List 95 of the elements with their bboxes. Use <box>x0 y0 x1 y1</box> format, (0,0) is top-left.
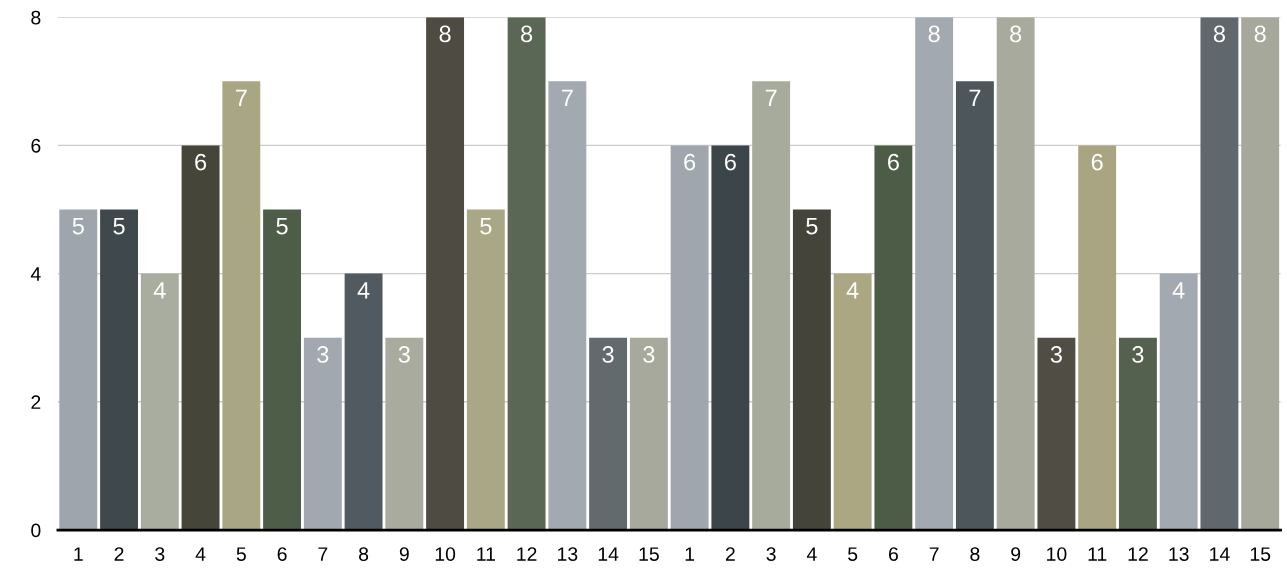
bar <box>344 273 383 531</box>
data-label: 4 <box>1172 282 1185 299</box>
data-label: 3 <box>1050 346 1062 363</box>
x-tick-label: 13 <box>558 547 578 561</box>
data-label: 3 <box>1132 346 1144 363</box>
x-tick-label: 1 <box>685 547 695 561</box>
bar <box>59 209 98 531</box>
data-label: 7 <box>969 89 981 107</box>
bar <box>1200 17 1239 531</box>
x-tick-label: 8 <box>359 547 369 561</box>
x-tick-label: 7 <box>929 547 939 561</box>
x-tick-label: 10 <box>1047 547 1067 561</box>
bar <box>915 17 954 531</box>
data-label: 6 <box>195 153 207 171</box>
x-tick-label: 14 <box>598 547 619 561</box>
bar <box>955 81 994 531</box>
bar <box>1241 17 1280 531</box>
bar <box>1037 337 1076 531</box>
x-tick-label: 9 <box>399 547 409 561</box>
x-tick-label: 8 <box>970 547 980 561</box>
x-tick-label: 7 <box>318 547 328 561</box>
bar <box>303 337 342 531</box>
bar <box>752 81 791 531</box>
x-tick-label: 15 <box>639 547 659 561</box>
bar <box>222 81 261 531</box>
data-label: 8 <box>1254 25 1266 43</box>
y-tick-label: 6 <box>31 138 41 153</box>
data-label: 8 <box>439 25 451 43</box>
bar <box>548 81 587 531</box>
x-tick-label: 6 <box>277 547 287 561</box>
y-tick-label: 0 <box>31 523 41 538</box>
bar <box>426 17 465 531</box>
data-label: 7 <box>765 89 777 107</box>
bar <box>140 273 179 531</box>
bar <box>100 209 138 531</box>
x-tick-label: 9 <box>1011 547 1021 561</box>
data-label: 8 <box>928 25 940 43</box>
data-label: 8 <box>521 25 533 43</box>
x-tick-label: 4 <box>195 547 206 561</box>
data-label: 6 <box>888 153 899 171</box>
x-tick-label: 5 <box>848 547 858 561</box>
data-label: 3 <box>317 346 329 363</box>
y-tick-label: 8 <box>31 10 41 25</box>
bar <box>181 145 220 531</box>
data-label: 8 <box>1010 25 1022 43</box>
bar <box>263 209 302 531</box>
data-label: 4 <box>153 282 166 299</box>
data-label: 5 <box>480 218 492 235</box>
bar <box>874 145 913 531</box>
bar <box>589 337 628 531</box>
x-tick-label: 13 <box>1169 547 1189 561</box>
data-label: 3 <box>602 346 614 363</box>
bar <box>1118 337 1157 531</box>
data-label: 5 <box>806 218 818 235</box>
bar <box>385 337 424 531</box>
x-tick-label: 14 <box>1210 547 1230 561</box>
bar <box>1078 145 1117 531</box>
data-label: 4 <box>846 282 859 299</box>
bar <box>466 209 505 531</box>
x-tick-label: 3 <box>155 547 165 561</box>
bar <box>507 17 546 531</box>
data-label: 8 <box>1213 25 1225 43</box>
y-tick-label: 4 <box>30 267 41 281</box>
bar <box>792 209 831 531</box>
bar <box>996 17 1035 531</box>
y-tick-label: 2 <box>31 395 41 409</box>
x-tick-label: 12 <box>517 547 537 561</box>
data-label: 6 <box>725 153 736 171</box>
x-tick-label: 4 <box>806 547 817 561</box>
data-label: 6 <box>1091 153 1103 171</box>
x-tick-label: 11 <box>477 547 495 561</box>
x-tick-label: 6 <box>888 547 898 561</box>
data-label: 6 <box>684 153 696 171</box>
data-label: 3 <box>643 346 655 363</box>
x-tick-label: 2 <box>725 547 735 561</box>
data-label: 3 <box>398 346 410 363</box>
x-tick-label: 3 <box>766 547 776 561</box>
data-label: 7 <box>562 89 573 107</box>
x-tick-label: 12 <box>1128 547 1148 561</box>
bar <box>711 145 750 531</box>
bar <box>629 337 668 531</box>
bar <box>833 273 872 531</box>
data-label: 4 <box>357 282 370 299</box>
x-tick-label: 15 <box>1250 547 1271 561</box>
data-label: 7 <box>235 89 247 107</box>
data-label: 5 <box>113 218 125 235</box>
x-tick-label: 5 <box>236 547 246 561</box>
x-tick-label: 1 <box>74 547 83 561</box>
data-label: 5 <box>72 218 84 235</box>
bar <box>1159 273 1198 531</box>
x-tick-label: 10 <box>435 547 456 561</box>
data-label: 5 <box>276 218 288 235</box>
x-tick-label: 2 <box>114 547 124 561</box>
bar <box>670 145 709 531</box>
x-tick-label: 11 <box>1088 547 1107 561</box>
